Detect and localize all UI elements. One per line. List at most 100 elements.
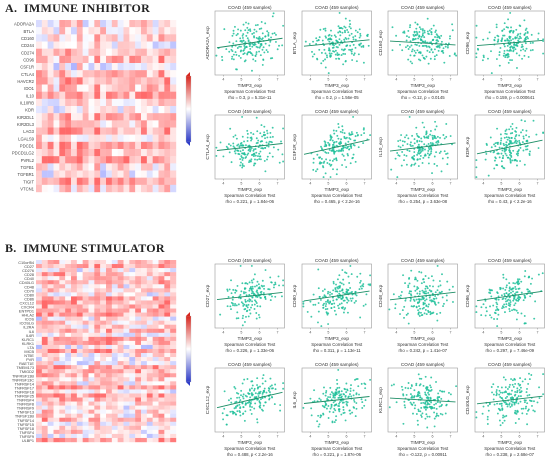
- heatmap-cell: [100, 324, 107, 329]
- scatter-point: [246, 153, 249, 156]
- scatter-point: [425, 130, 428, 133]
- scatter-point: [433, 425, 436, 428]
- scatter-point: [433, 406, 436, 409]
- scatter-point: [494, 309, 497, 312]
- scatter-x-label: TIMP3_exp: [324, 440, 349, 446]
- scatter-point: [257, 283, 260, 286]
- heatmap-cell: [152, 120, 159, 128]
- scatter-point: [407, 137, 410, 140]
- heatmap-cell: [76, 385, 83, 390]
- heatmap-cell: [53, 280, 60, 285]
- scatter-point: [537, 147, 539, 150]
- heatmap-cell: [135, 170, 142, 178]
- heatmap-cell: [88, 389, 95, 394]
- scatter-point: [340, 269, 343, 271]
- heatmap-cell: [41, 353, 48, 358]
- scatter-point: [448, 288, 451, 291]
- heatmap-cell: [106, 264, 113, 269]
- heatmap-row-label: TNFSF18: [17, 427, 34, 431]
- heatmap-row-label: IL10RB: [20, 100, 34, 105]
- panel-b-name: IMMUNE STIMULATOR: [23, 241, 165, 255]
- heatmap-cell: [59, 284, 66, 289]
- scatter-point: [409, 40, 412, 43]
- heatmap-cell: [111, 421, 118, 427]
- scatter-point: [493, 311, 496, 314]
- scatter-point: [338, 281, 341, 284]
- heatmap-cell: [100, 348, 107, 354]
- heatmap-cell: [152, 324, 159, 329]
- heatmap-cell: [164, 304, 171, 309]
- scatter-point: [238, 54, 241, 57]
- heatmap-cell: [146, 20, 153, 28]
- scatter-point: [515, 142, 517, 145]
- heatmap-cell: [88, 264, 95, 269]
- scatter-point: [449, 35, 452, 38]
- heatmap-cell: [59, 332, 66, 338]
- heatmap-cell: [158, 348, 165, 354]
- scatter-x-tick: 4: [395, 78, 397, 82]
- heatmap-cell: [158, 113, 165, 121]
- scatter-point: [267, 38, 270, 41]
- scatter-point: [434, 128, 437, 131]
- scatter-point: [255, 312, 258, 314]
- scatter-point: [520, 43, 523, 46]
- heatmap-cell: [152, 393, 159, 398]
- heatmap-cell: [100, 156, 107, 164]
- scatter-point: [502, 142, 505, 145]
- scatter-x-tick: 7: [363, 182, 365, 186]
- scatter-point: [423, 143, 426, 146]
- heatmap-cell: [53, 373, 60, 378]
- scatter-point: [321, 304, 324, 307]
- scatter-point: [347, 37, 349, 40]
- scatter-point: [489, 316, 492, 319]
- heatmap-cell: [47, 48, 54, 57]
- heatmap-cell: [65, 63, 72, 71]
- heatmap-row-label: BTLA: [24, 29, 35, 34]
- heatmap-cell: [164, 361, 171, 366]
- heatmap-cell: [65, 70, 72, 78]
- heatmap-cell: [71, 280, 78, 285]
- scatter-point: [422, 32, 424, 35]
- heatmap-cell: [36, 91, 43, 100]
- scatter-point: [230, 401, 233, 404]
- scatter-point: [402, 422, 405, 425]
- scatter-point: [244, 59, 247, 62]
- scatter-stat: rho = 0.2, p = 1.56e-05: [314, 95, 358, 100]
- scatter-point: [318, 36, 321, 39]
- heatmap-cell: [53, 284, 60, 289]
- scatter-point: [490, 391, 493, 394]
- heatmap-cell: [41, 41, 48, 49]
- heatmap-cell: [129, 280, 136, 285]
- scatter-x-tick: 4: [309, 78, 311, 82]
- heatmap-row-label: LAG3: [23, 129, 34, 134]
- scatter-point: [516, 382, 519, 385]
- scatter-point: [245, 315, 247, 318]
- heatmap-cell: [135, 127, 142, 135]
- scatter-point: [356, 385, 359, 388]
- scatter-point: [417, 410, 420, 413]
- heatmap-cell: [47, 429, 54, 435]
- scatter-point: [261, 377, 264, 380]
- heatmap-cell: [158, 120, 165, 128]
- heatmap-cell: [71, 369, 78, 374]
- scatter-point: [243, 378, 246, 381]
- heatmap-cell: [117, 141, 124, 150]
- scatter-point: [495, 402, 498, 405]
- heatmap-cell: [41, 373, 48, 378]
- heatmap-cell: [76, 34, 83, 42]
- scatter-point: [248, 293, 251, 296]
- heatmap-cell: [164, 336, 171, 342]
- heatmap-cell: [82, 312, 89, 317]
- scatter-point: [259, 54, 262, 57]
- heatmap-cell: [82, 120, 89, 128]
- scatter-point: [511, 50, 514, 53]
- heatmap-cell: [71, 421, 78, 427]
- scatter-point: [497, 393, 500, 396]
- scatter-x-tick: 4: [309, 435, 311, 439]
- heatmap-cell: [82, 34, 89, 42]
- scatter-point: [358, 288, 360, 291]
- scatter-point: [392, 293, 395, 296]
- scatter-point: [274, 40, 277, 43]
- scatter-point: [356, 134, 359, 137]
- heatmap-cell: [47, 84, 54, 92]
